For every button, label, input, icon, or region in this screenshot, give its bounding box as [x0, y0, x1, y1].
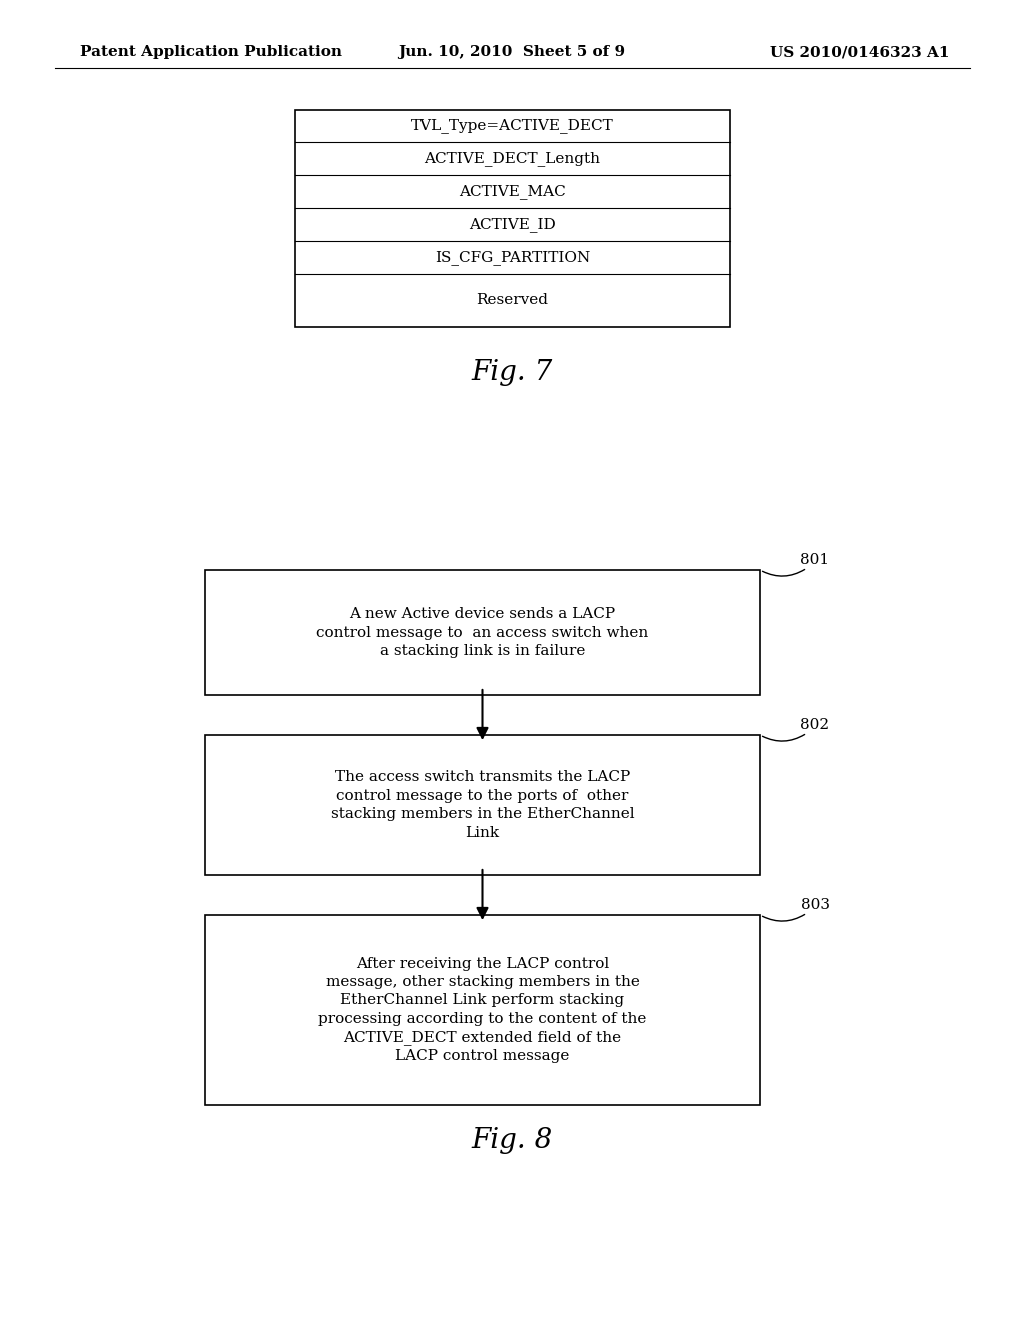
Text: TVL_Type=ACTIVE_DECT: TVL_Type=ACTIVE_DECT: [411, 119, 613, 133]
Text: Patent Application Publication: Patent Application Publication: [80, 45, 342, 59]
Text: ACTIVE_DECT_Length: ACTIVE_DECT_Length: [425, 150, 600, 166]
Bar: [205, 570, 760, 696]
Bar: [205, 735, 760, 875]
Text: IS_CFG_PARTITION: IS_CFG_PARTITION: [435, 249, 590, 265]
Text: Reserved: Reserved: [476, 293, 549, 308]
Text: ACTIVE_ID: ACTIVE_ID: [469, 216, 556, 232]
Text: A new Active device sends a LACP
control message to  an access switch when
a sta: A new Active device sends a LACP control…: [316, 607, 648, 657]
Text: Fig. 8: Fig. 8: [471, 1126, 553, 1154]
Bar: [205, 915, 760, 1105]
Bar: [295, 110, 730, 327]
Text: 801: 801: [801, 553, 829, 568]
Text: After receiving the LACP control
message, other stacking members in the
EtherCha: After receiving the LACP control message…: [318, 957, 647, 1064]
Text: 802: 802: [801, 718, 829, 733]
Text: 803: 803: [801, 898, 829, 912]
Text: US 2010/0146323 A1: US 2010/0146323 A1: [770, 45, 950, 59]
Text: Fig. 7: Fig. 7: [471, 359, 553, 385]
Text: ACTIVE_MAC: ACTIVE_MAC: [459, 183, 566, 199]
Text: The access switch transmits the LACP
control message to the ports of  other
stac: The access switch transmits the LACP con…: [331, 771, 634, 840]
Text: Jun. 10, 2010  Sheet 5 of 9: Jun. 10, 2010 Sheet 5 of 9: [398, 45, 626, 59]
